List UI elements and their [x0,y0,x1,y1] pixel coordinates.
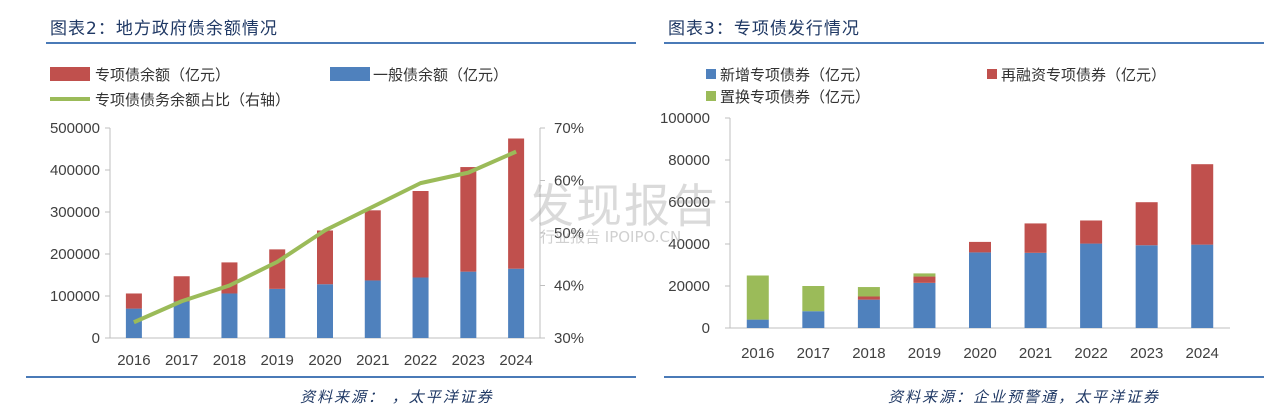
bar-new-special [802,311,825,328]
left-x-tick-label: 2018 [213,352,246,369]
left-y-tick-label: 500000 [50,120,100,137]
bar-refinancing [1024,223,1047,253]
bar-general-balance [269,288,286,338]
bar-new-special [969,252,991,328]
watermark-logo: 发现报告 [528,179,720,233]
bar-special-balance [173,276,190,302]
legend-label-ratio-line: 专项债债务余额占比（右轴） [95,91,290,109]
left-x-tick-label: 2019 [261,352,294,369]
right-x-tick-label: 2021 [1019,345,1052,362]
bar-general-balance [460,271,477,338]
chart-left-title: 图表2：地方政府债余额情况 [50,19,278,39]
bar-new-special [746,319,769,328]
legend-swatch-new-special [706,69,716,79]
bar-special-balance [508,138,525,269]
chart-right-title: 图表3：专项债发行情况 [668,19,860,39]
right-x-tick-label: 2016 [741,345,774,362]
bar-new-special [913,282,936,328]
left-y2-tick-label: 60% [554,173,584,190]
left-x-tick-label: 2017 [165,352,198,369]
watermark-subtext: 行业报告 IPOIPO.CN [540,228,682,246]
left-x-tick-label: 2016 [117,352,150,369]
bar-new-special [1024,252,1047,328]
left-bottom-divider [26,376,636,378]
legend-label-special-balance: 专项债余额（亿元） [95,66,230,84]
left-x-tick-label: 2021 [356,352,389,369]
bar-refinancing [1135,202,1158,246]
bar-general-balance [364,280,381,338]
bar-replacement [913,273,936,277]
legend-label-general-balance: 一般债余额（亿元） [373,66,508,84]
legend-swatch-refinancing [987,69,997,79]
bar-replacement [802,286,825,312]
bar-special-balance [269,249,286,289]
bar-general-balance [221,293,238,338]
legend-label-new-special: 新增专项债券（亿元） [720,66,870,84]
right-x-tick-label: 2017 [797,345,830,362]
right-y-tick-label: 80000 [668,152,710,169]
left-y-tick-label: 400000 [50,162,100,179]
left-y2-tick-label: 70% [554,120,584,137]
left-x-tick-label: 2022 [404,352,437,369]
right-title-divider [664,42,1264,44]
bar-refinancing [969,241,991,253]
left-y2-tick-label: 30% [554,330,584,347]
bar-new-special [1191,244,1214,328]
left-plot-area: 0 100000 200000 300000 400000 500000 30% 40% 50%… [50,120,584,369]
right-x-tick-label: 2018 [852,345,885,362]
left-source-note: 资料来源： ，太平洋证券 [300,388,494,406]
bar-special-balance [317,230,333,285]
left-y-tick-label: 100000 [50,288,100,305]
legend-swatch-special-balance [50,67,90,81]
right-y-tick-label: 60000 [668,194,710,211]
bar-general-balance [412,277,429,338]
bar-general-balance [125,308,142,338]
bar-special-balance [125,293,142,309]
legend-label-replacement: 置换专项债券（亿元） [720,88,870,106]
left-y2-tick-label: 50% [554,225,584,242]
legend-swatch-replacement [706,91,716,101]
left-legend: 专项债余额（亿元） 一般债余额（亿元） 专项债债务余额占比（右轴） [50,66,508,109]
left-y-tick-label: 0 [92,330,100,347]
bar-refinancing [1080,220,1103,244]
left-y-tick-label: 200000 [50,246,100,263]
left-title-divider [46,42,636,44]
legend-swatch-general-balance [330,67,370,81]
right-x-tick-label: 2019 [908,345,941,362]
right-x-tick-label: 2024 [1186,345,1219,362]
bar-new-special [1080,243,1103,328]
bar-special-balance [364,210,381,281]
right-bottom-divider [664,376,1264,378]
right-chart: 新增专项债券（亿元） 再融资专项债券（亿元） 置换专项债券（亿元） 0 20000… [660,66,1230,362]
right-y-tick-label: 20000 [668,278,710,295]
bar-general-balance [317,284,333,338]
right-y-tick-label: 0 [702,320,710,337]
bar-new-special [1135,245,1158,328]
left-chart: 专项债余额（亿元） 一般债余额（亿元） 专项债债务余额占比（右轴） 0 10000… [50,66,584,369]
right-x-tick-label: 2022 [1074,345,1107,362]
bar-replacement [857,287,880,297]
bar-replacement [746,275,769,320]
left-x-tick-label: 2023 [452,352,485,369]
right-plot-area: 0 20000 40000 60000 80000 100000 2016 2017 2018 2… [660,110,1230,362]
legend-label-refinancing: 再融资专项债券（亿元） [1001,66,1166,84]
right-y-tick-label: 100000 [660,110,710,127]
left-x-tick-label: 2020 [308,352,341,369]
left-y2-tick-label: 40% [554,278,584,295]
left-x-tick-label: 2024 [499,352,532,369]
right-legend: 新增专项债券（亿元） 再融资专项债券（亿元） 置换专项债券（亿元） [706,66,1166,106]
right-x-tick-label: 2020 [963,345,996,362]
bar-refinancing [1191,164,1214,245]
bar-new-special [857,299,880,328]
bar-general-balance [508,268,525,338]
right-source-note: 资料来源：企业预警通，太平洋证券 [888,388,1161,406]
bar-refinancing [857,296,880,300]
bar-general-balance [173,301,190,338]
right-y-tick-label: 40000 [668,236,710,253]
bar-refinancing [913,276,936,283]
left-y-tick-label: 300000 [50,204,100,221]
bar-special-balance [412,191,429,278]
bar-special-balance [460,167,477,272]
right-x-tick-label: 2023 [1130,345,1163,362]
